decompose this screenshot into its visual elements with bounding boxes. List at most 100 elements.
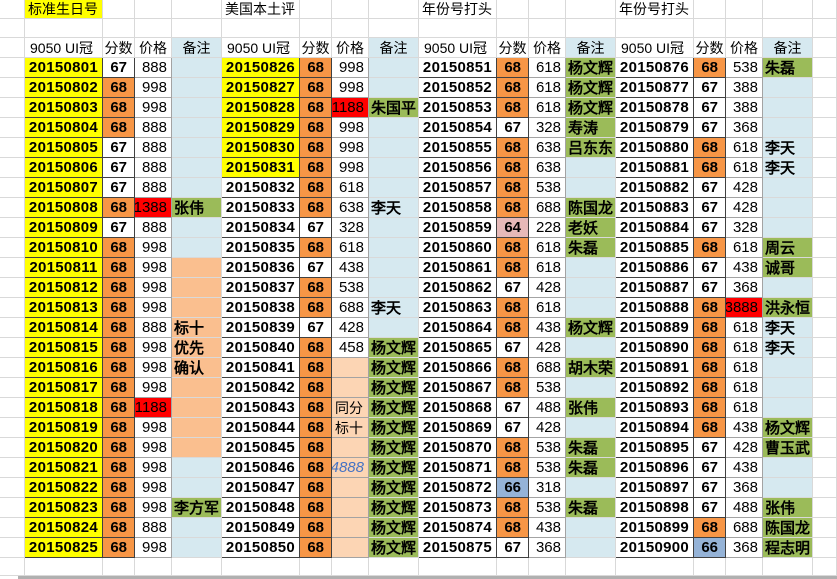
price-cell[interactable] xyxy=(332,378,369,398)
score-cell[interactable]: 68 xyxy=(300,358,332,378)
row-margin-cell[interactable] xyxy=(0,178,25,198)
price-cell[interactable]: 438 xyxy=(529,318,566,338)
id-cell[interactable]: 20150848 xyxy=(222,498,300,518)
score-cell[interactable]: 68 xyxy=(300,418,332,438)
column-header-score[interactable]: 分数 xyxy=(103,38,135,58)
note-cell[interactable] xyxy=(566,278,616,298)
price-cell[interactable]: 1388 xyxy=(135,198,172,218)
empty-cell[interactable] xyxy=(222,19,300,38)
group-title[interactable]: 年份号打头 xyxy=(419,0,497,19)
score-cell[interactable]: 68 xyxy=(103,458,135,478)
id-cell[interactable]: 20150894 xyxy=(616,418,694,438)
empty-cell[interactable] xyxy=(813,298,837,318)
price-cell[interactable]: 328 xyxy=(529,118,566,138)
price-cell[interactable]: 688 xyxy=(529,358,566,378)
score-cell[interactable]: 67 xyxy=(694,178,726,198)
id-cell[interactable]: 20150842 xyxy=(222,378,300,398)
score-cell[interactable]: 64 xyxy=(497,218,529,238)
price-cell[interactable]: 438 xyxy=(332,258,369,278)
empty-cell[interactable] xyxy=(813,458,837,478)
id-cell[interactable]: 20150862 xyxy=(419,278,497,298)
id-cell[interactable]: 20150857 xyxy=(419,178,497,198)
price-cell[interactable]: 328 xyxy=(332,218,369,238)
id-cell[interactable]: 20150881 xyxy=(616,158,694,178)
score-cell[interactable]: 68 xyxy=(497,318,529,338)
id-cell[interactable]: 20150891 xyxy=(616,358,694,378)
note-cell[interactable]: 李天 xyxy=(763,158,813,178)
price-cell[interactable]: 618 xyxy=(726,158,763,178)
score-cell[interactable]: 68 xyxy=(497,498,529,518)
score-cell[interactable]: 67 xyxy=(694,498,726,518)
score-cell[interactable]: 67 xyxy=(497,338,529,358)
price-cell[interactable]: 428 xyxy=(529,418,566,438)
empty-cell[interactable] xyxy=(497,558,529,576)
price-cell[interactable]: 998 xyxy=(135,98,172,118)
price-cell[interactable]: 458 xyxy=(332,338,369,358)
note-cell[interactable] xyxy=(369,278,419,298)
id-cell[interactable]: 20150841 xyxy=(222,358,300,378)
id-cell[interactable]: 20150864 xyxy=(419,318,497,338)
empty-cell[interactable] xyxy=(726,0,763,19)
note-cell[interactable] xyxy=(172,458,222,478)
score-cell[interactable]: 68 xyxy=(103,418,135,438)
empty-cell[interactable] xyxy=(103,558,135,576)
price-cell[interactable]: 618 xyxy=(726,318,763,338)
empty-cell[interactable] xyxy=(332,0,369,19)
price-cell[interactable]: 438 xyxy=(726,458,763,478)
row-margin-cell[interactable] xyxy=(0,518,25,538)
score-cell[interactable]: 68 xyxy=(694,338,726,358)
empty-cell[interactable] xyxy=(813,538,837,558)
price-cell[interactable]: 428 xyxy=(332,318,369,338)
score-cell[interactable]: 68 xyxy=(497,58,529,78)
score-cell[interactable]: 68 xyxy=(497,178,529,198)
row-margin-cell[interactable] xyxy=(0,458,25,478)
row-margin-cell[interactable] xyxy=(0,278,25,298)
note-cell[interactable]: 朱磊 xyxy=(763,58,813,78)
empty-cell[interactable] xyxy=(694,19,726,38)
price-cell[interactable]: 388 xyxy=(726,98,763,118)
empty-cell[interactable] xyxy=(0,19,25,38)
empty-cell[interactable] xyxy=(813,438,837,458)
empty-cell[interactable] xyxy=(813,218,837,238)
id-cell[interactable]: 20150882 xyxy=(616,178,694,198)
price-cell[interactable]: 618 xyxy=(529,258,566,278)
corner-cell[interactable] xyxy=(0,0,25,19)
note-cell[interactable]: 诚哥 xyxy=(763,258,813,278)
score-cell[interactable]: 68 xyxy=(300,58,332,78)
note-cell[interactable] xyxy=(172,518,222,538)
price-cell[interactable]: 368 xyxy=(529,538,566,558)
note-cell[interactable]: 李天 xyxy=(763,318,813,338)
column-header-score[interactable]: 分数 xyxy=(497,38,529,58)
empty-cell[interactable] xyxy=(813,558,837,576)
id-cell[interactable]: 20150868 xyxy=(419,398,497,418)
note-cell[interactable]: 李天 xyxy=(763,138,813,158)
note-cell[interactable]: 寿涛 xyxy=(566,118,616,138)
id-cell[interactable]: 20150804 xyxy=(25,118,103,138)
price-cell[interactable]: 998 xyxy=(332,138,369,158)
row-margin-cell[interactable] xyxy=(0,318,25,338)
score-cell[interactable]: 68 xyxy=(300,458,332,478)
price-cell[interactable]: 998 xyxy=(332,58,369,78)
empty-cell[interactable] xyxy=(813,378,837,398)
note-cell[interactable] xyxy=(566,258,616,278)
id-cell[interactable]: 20150896 xyxy=(616,458,694,478)
empty-cell[interactable] xyxy=(763,0,813,19)
empty-cell[interactable] xyxy=(25,19,103,38)
id-cell[interactable]: 20150836 xyxy=(222,258,300,278)
price-cell[interactable]: 998 xyxy=(135,438,172,458)
empty-cell[interactable] xyxy=(369,19,419,38)
id-cell[interactable]: 20150835 xyxy=(222,238,300,258)
score-cell[interactable]: 68 xyxy=(497,258,529,278)
score-cell[interactable]: 68 xyxy=(103,478,135,498)
note-cell[interactable]: 杨文辉 xyxy=(369,438,419,458)
note-cell[interactable]: 杨文辉 xyxy=(369,498,419,518)
empty-cell[interactable] xyxy=(172,0,222,19)
score-cell[interactable]: 68 xyxy=(103,538,135,558)
price-cell[interactable]: 318 xyxy=(529,478,566,498)
score-cell[interactable]: 68 xyxy=(694,298,726,318)
note-cell[interactable] xyxy=(369,238,419,258)
note-cell[interactable] xyxy=(369,218,419,238)
score-cell[interactable]: 68 xyxy=(103,318,135,338)
price-cell[interactable]: 4888 xyxy=(332,458,369,478)
note-cell[interactable] xyxy=(172,78,222,98)
